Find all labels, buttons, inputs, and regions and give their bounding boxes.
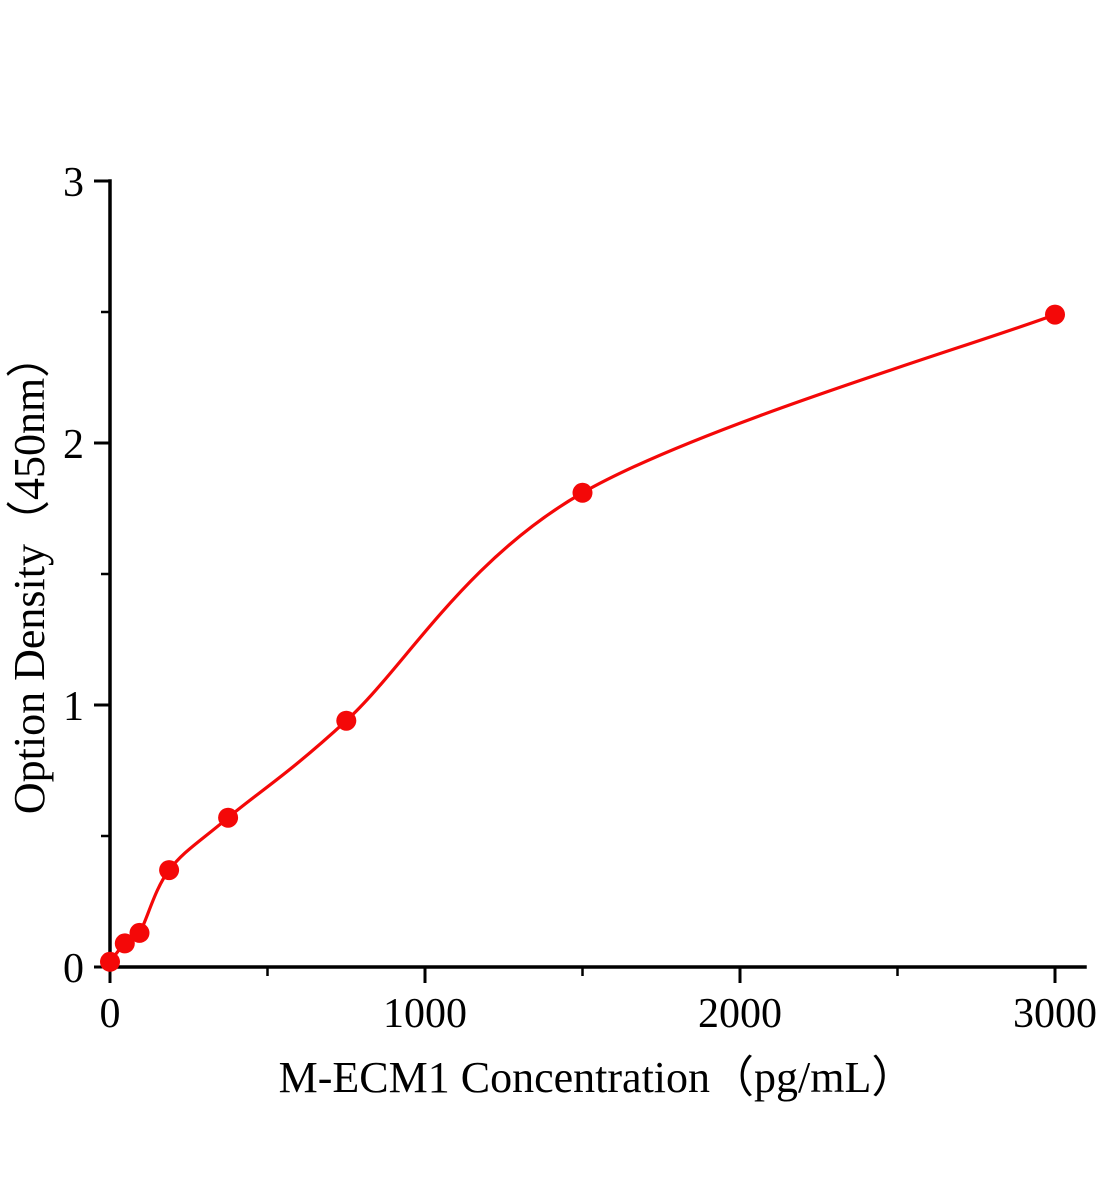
y-tick-label: 1 bbox=[63, 684, 84, 730]
axes: 0 1000 2000 3000 0 1 2 3 bbox=[63, 160, 1097, 1037]
data-point bbox=[159, 860, 180, 881]
data-point bbox=[129, 922, 150, 943]
y-tick-label: 3 bbox=[63, 160, 84, 206]
data-point bbox=[218, 807, 239, 828]
x-tick-label: 0 bbox=[100, 991, 121, 1037]
data-point bbox=[1045, 304, 1065, 325]
x-tick-label: 2000 bbox=[698, 991, 782, 1037]
data-series bbox=[100, 304, 1065, 972]
x-tick-label: 1000 bbox=[383, 991, 467, 1037]
data-point bbox=[336, 710, 357, 731]
x-tick-label: 3000 bbox=[1013, 991, 1097, 1037]
x-axis-title: M-ECM1 Concentration（pg/mL） bbox=[279, 1053, 916, 1102]
y-axis-title: Option Density（450nm） bbox=[5, 334, 54, 814]
fit-curve bbox=[108, 313, 1057, 964]
plot-area: 0 1000 2000 3000 0 1 2 3 bbox=[63, 160, 1097, 1037]
y-tick-label: 0 bbox=[63, 946, 84, 992]
y-tick-label: 2 bbox=[63, 422, 84, 468]
data-point bbox=[100, 951, 120, 972]
data-point bbox=[572, 482, 593, 503]
data-point bbox=[114, 933, 135, 954]
